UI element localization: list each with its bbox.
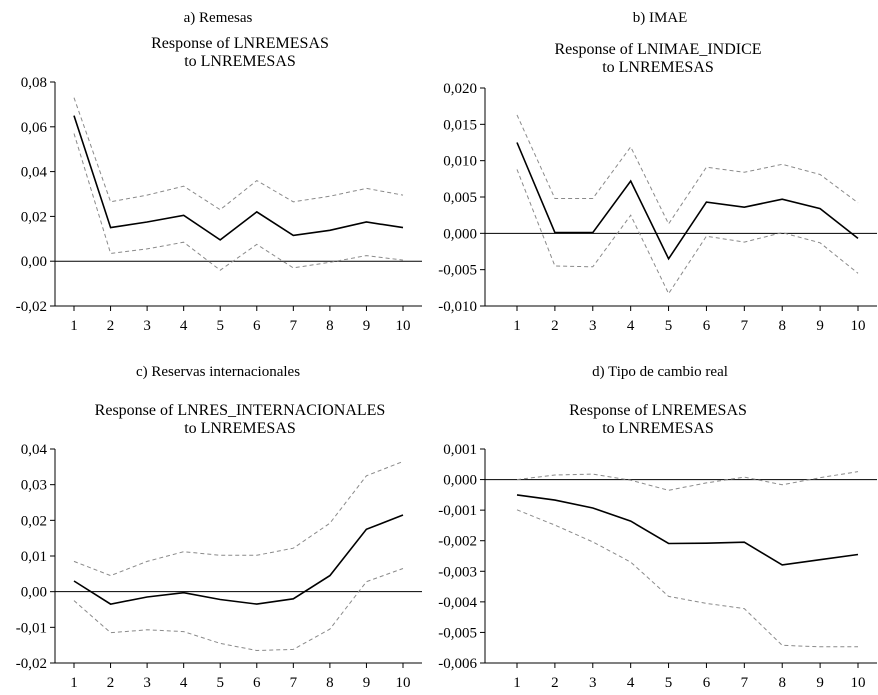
x-tick-label: 2 (107, 675, 115, 691)
y-tick-label: 0,010 (443, 154, 477, 170)
x-tick-label: 3 (143, 318, 151, 334)
y-tick-label: 0,00 (21, 254, 47, 270)
chart-title-line: Response of LNREMESAS (151, 35, 329, 52)
y-tick-label: 0,000 (443, 473, 477, 489)
chart-title-line: to LNREMESAS (184, 53, 296, 70)
y-tick-label: 0,015 (443, 117, 477, 133)
y-tick-label: 0,02 (21, 209, 47, 225)
x-tick-label: 10 (851, 318, 866, 334)
series-line-upper (516, 114, 859, 225)
x-tick-label: 6 (703, 318, 711, 334)
y-tick-label: 0,04 (21, 165, 48, 181)
x-tick-label: 8 (326, 675, 334, 691)
y-tick-label: -0,005 (438, 263, 477, 279)
y-tick-label: 0,00 (21, 585, 47, 601)
x-tick-label: 1 (513, 675, 521, 691)
y-tick-label: 0,020 (443, 81, 477, 97)
x-tick-label: 9 (816, 318, 824, 334)
chart-title-line: to LNREMESAS (184, 420, 296, 437)
x-tick-label: 9 (363, 675, 371, 691)
series-line-lower (516, 169, 859, 295)
x-tick-label: 7 (741, 675, 749, 691)
panel-caption: c) Reservas internacionales (136, 364, 300, 380)
panel-4: d) Tipo de cambio real Response of LNREME… (438, 364, 877, 691)
y-tick-label: -0,005 (438, 625, 477, 641)
series-line-lower (73, 133, 404, 271)
y-tick-label: 0,01 (21, 549, 47, 565)
panel-caption: b) IMAE (633, 10, 688, 26)
x-tick-label: 5 (665, 318, 673, 334)
series-line-response (516, 142, 859, 261)
chart-title-line: Response of LNRES_INTERNACIONALES (95, 402, 386, 419)
series-line-lower (73, 568, 404, 652)
y-tick-label: -0,02 (16, 299, 47, 315)
x-tick-label: 4 (180, 675, 188, 691)
series-line-response (73, 115, 404, 241)
y-tick-label: 0,02 (21, 513, 47, 529)
series-line-upper (516, 471, 859, 491)
x-tick-label: 6 (703, 675, 711, 691)
chart-title-line: Response of LNIMAE_INDICE (554, 41, 761, 58)
x-tick-label: 7 (290, 675, 298, 691)
y-tick-label: 0,08 (21, 75, 47, 91)
x-tick-label: 9 (816, 675, 824, 691)
x-tick-label: 8 (778, 675, 786, 691)
y-tick-label: 0,005 (443, 190, 477, 206)
x-tick-label: 10 (396, 675, 411, 691)
x-tick-label: 10 (396, 318, 411, 334)
y-tick-label: 0,000 (443, 226, 477, 242)
chart-title-line: Response of LNREMESAS (569, 402, 747, 419)
x-tick-label: 4 (627, 318, 635, 334)
y-tick-label: -0,006 (438, 656, 477, 672)
x-tick-label: 1 (70, 675, 78, 691)
series-line-upper (73, 461, 404, 577)
y-tick-label: 0,04 (21, 442, 48, 458)
y-tick-label: -0,01 (16, 620, 47, 636)
x-tick-label: 8 (326, 318, 334, 334)
x-tick-label: 10 (851, 675, 866, 691)
series-line-upper (73, 97, 404, 211)
x-tick-label: 8 (778, 318, 786, 334)
x-tick-label: 2 (107, 318, 115, 334)
y-tick-label: -0,004 (438, 595, 477, 611)
x-tick-label: 2 (551, 318, 559, 334)
panel-3: c) Reservas internacionales Response of L… (16, 364, 422, 691)
x-tick-label: 5 (216, 675, 224, 691)
x-tick-label: 3 (589, 318, 597, 334)
series-line-response (73, 514, 404, 605)
series-line-response (516, 494, 859, 566)
y-tick-label: 0,001 (443, 442, 477, 458)
chart-title-line: to LNREMESAS (602, 420, 714, 437)
series-line-lower (516, 509, 858, 648)
y-tick-label: -0,001 (438, 503, 477, 519)
y-tick-label: 0,06 (21, 120, 48, 136)
y-tick-label: -0,003 (438, 564, 477, 580)
x-tick-label: 6 (253, 675, 261, 691)
x-tick-label: 1 (70, 318, 78, 334)
y-tick-label: -0,002 (438, 534, 477, 550)
x-tick-label: 2 (551, 675, 559, 691)
x-tick-label: 4 (627, 675, 635, 691)
x-tick-label: 5 (216, 318, 224, 334)
x-tick-label: 7 (741, 318, 749, 334)
x-tick-label: 1 (513, 318, 521, 334)
x-tick-label: 3 (143, 675, 151, 691)
y-tick-label: 0,03 (21, 478, 47, 494)
x-tick-label: 5 (665, 675, 673, 691)
panel-caption: d) Tipo de cambio real (592, 364, 728, 380)
x-tick-label: 9 (363, 318, 371, 334)
x-tick-label: 4 (180, 318, 188, 334)
x-tick-label: 3 (589, 675, 597, 691)
x-tick-label: 6 (253, 318, 261, 334)
y-tick-label: -0,010 (438, 299, 477, 315)
y-tick-label: -0,02 (16, 656, 47, 672)
panel-caption: a) Remesas (184, 10, 253, 26)
x-tick-label: 7 (290, 318, 298, 334)
chart-title-line: to LNREMESAS (602, 59, 714, 76)
